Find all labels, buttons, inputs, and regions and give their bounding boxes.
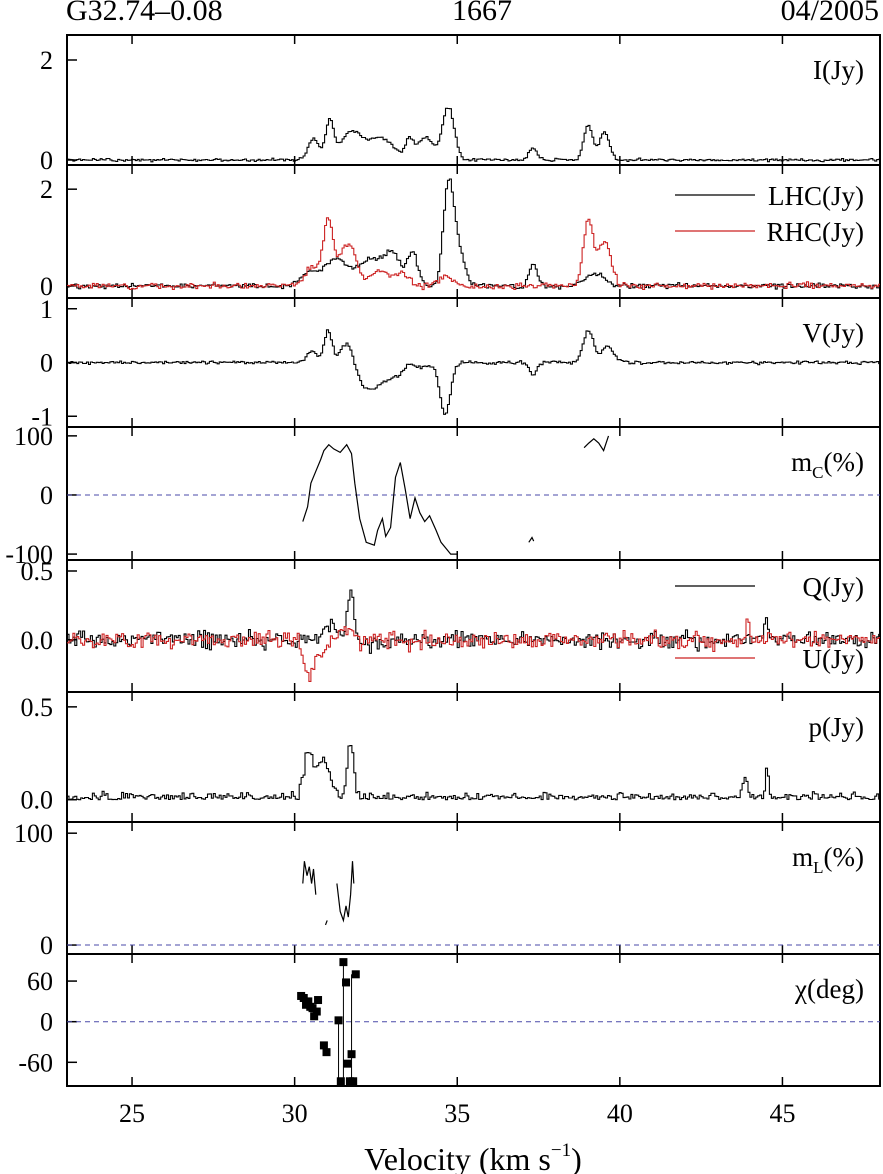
panel-frame [66,164,881,299]
series-mL-segment [302,861,317,895]
y-tick-label: 0.5 [21,557,54,586]
series-mC-segment [302,443,458,555]
panel-label: χ(deg) [794,974,864,1004]
data-point [339,958,348,967]
x-tick-label: 30 [282,1099,308,1128]
panel-label: mL(%) [792,842,864,877]
panel-frame [66,953,881,1087]
series-mC-segment [528,536,535,543]
legend-label: RHC(Jy) [766,217,864,247]
x-axis-label: Velocity (km s−1) [364,1140,582,1174]
y-tick-label: 100 [14,819,53,848]
series-mL-segment [324,920,328,926]
legend-label: U(Jy) [803,644,865,674]
data-point [319,1041,328,1050]
panel-frame [66,691,881,823]
data-point [351,970,360,979]
y-tick-label: -60 [18,1048,53,1077]
data-point [304,997,313,1006]
y-tick-label: 60 [27,967,53,996]
series-mL-segment [336,861,355,923]
data-point [314,996,323,1005]
data-point [310,1012,319,1021]
y-tick-label: 0.0 [21,626,54,655]
y-tick-label: 0 [40,931,53,960]
panel-frame [66,559,881,693]
y-tick-label: -100 [5,540,53,569]
y-tick-label: 2 [40,46,53,75]
x-tick-label: 40 [607,1099,633,1128]
panel-LR: 0 2 LHC(Jy) RHC(Jy) [40,164,881,301]
series-V [67,329,880,415]
y-tick-label: 0 [40,349,53,378]
data-point [334,1016,343,1025]
y-tick-label: 1 [40,295,53,324]
panel-mL: 100 0 mL(%) [14,819,881,960]
panel-p: 0.5 0.0 p(Jy) [21,691,881,823]
data-point [322,1048,331,1057]
legend-label: LHC(Jy) [768,181,864,211]
panel-V: 1 0 -1 V(Jy) [31,295,881,431]
panel-chi: 60 0 -60 χ(deg) [18,953,881,1087]
data-point [349,1077,358,1086]
y-tick-label: 100 [14,422,53,451]
panel-label: p(Jy) [809,712,865,742]
panel-frame [66,34,881,166]
x-tick-label: 35 [444,1099,470,1128]
y-tick-label: -1 [31,402,53,431]
panel-QU: 0.5 0.0 Q(Jy) U(Jy) [21,557,881,693]
data-point [336,1077,345,1086]
y-tick-label: 0 [40,272,53,301]
data-point [343,1059,352,1068]
y-tick-label: 0 [40,481,53,510]
data-point [342,978,351,987]
data-point [347,1050,356,1059]
data-point [299,994,308,1002]
epoch-label: 04/2005 [780,0,879,27]
y-tick-label: 0 [40,146,53,175]
data-point [312,1007,321,1016]
y-tick-label: 2 [40,175,53,204]
x-tick-label: 45 [769,1099,795,1128]
series-Q [67,589,880,654]
source-name: G32.74–0.08 [66,0,223,27]
series-RHC [67,217,880,291]
data-point [308,1004,317,1013]
y-tick-label: 0 [40,1008,53,1037]
panel-mC: 100 0 -100 mC(%) [5,422,881,569]
frequency-label: 1667 [452,0,512,27]
panel-label: mC(%) [791,447,864,482]
series-LHC [67,178,880,290]
x-tick-label: 25 [119,1099,145,1128]
y-tick-label: 0.5 [21,693,54,722]
series-p [67,745,880,801]
panel-frame [66,821,881,955]
panel-I: 0 2 I(Jy) [40,34,881,175]
panel-label: V(Jy) [803,318,865,348]
series-I [67,107,880,163]
panel-label: I(Jy) [813,55,864,85]
y-tick-label: 0.0 [21,786,54,815]
panel-frame [66,426,881,561]
series-mC-segment [583,435,610,452]
legend-label: Q(Jy) [803,572,865,602]
series-U [67,618,880,682]
